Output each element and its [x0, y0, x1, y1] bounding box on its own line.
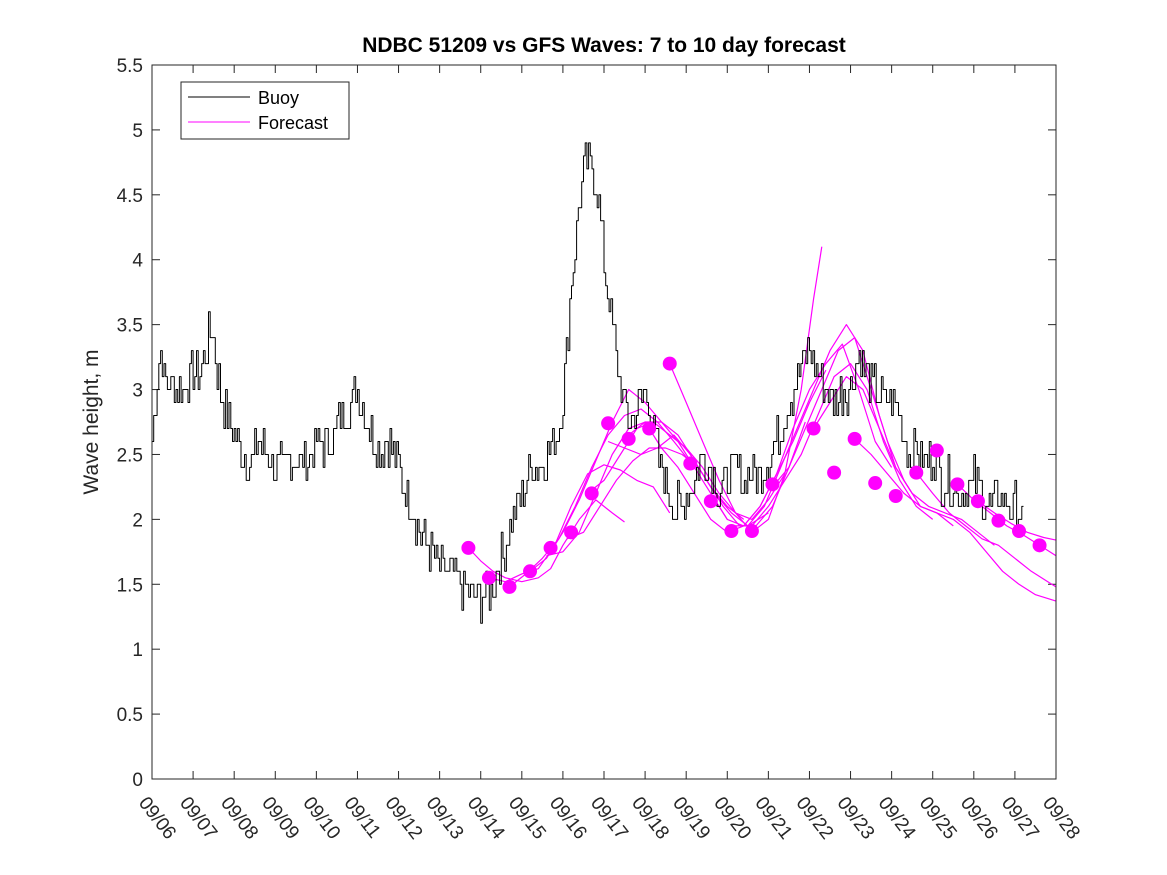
y-tick-label: 0.5: [117, 705, 143, 726]
forecast-marker: [868, 476, 883, 491]
forecast-marker: [1012, 524, 1027, 539]
forecast-marker: [744, 524, 759, 539]
forecast-line: [751, 363, 934, 527]
forecast-marker: [584, 486, 599, 501]
forecast-marker: [461, 540, 476, 555]
legend-label-forecast: Forecast: [258, 113, 328, 133]
y-tick-label: 3: [132, 381, 143, 402]
y-tick-label: 0: [132, 770, 143, 791]
legend-box: [180, 81, 350, 140]
forecast-marker: [765, 477, 780, 492]
forecast-marker: [970, 494, 985, 509]
legend-label-buoy: Buoy: [258, 88, 299, 108]
forecast-marker: [991, 513, 1006, 528]
forecast-marker: [929, 443, 944, 458]
forecast-marker: [642, 421, 657, 436]
y-tick-label: 5: [132, 121, 143, 142]
plot-frame: [151, 64, 1057, 780]
forecast-marker: [888, 488, 903, 503]
forecast-line: [488, 464, 671, 583]
legend: Buoy Forecast: [180, 81, 350, 140]
forecast-marker: [683, 456, 698, 471]
forecast-line: [813, 376, 995, 546]
buoy-line: [152, 142, 1024, 624]
y-tick-label: 1: [132, 640, 143, 661]
forecast-line: [566, 447, 769, 540]
forecast-line: [587, 421, 786, 521]
forecast-marker: [662, 356, 677, 371]
y-tick-label: 2.5: [117, 445, 143, 466]
forecast-line: [467, 499, 625, 583]
forecast-marker: [523, 564, 538, 579]
forecast-marker: [703, 494, 718, 509]
forecast-marker: [847, 431, 862, 446]
y-tick-label: 2: [132, 510, 143, 531]
forecast-marker: [564, 525, 579, 540]
forecast-marker: [909, 465, 924, 480]
y-tick-label: 4.5: [117, 186, 143, 207]
forecast-marker: [621, 431, 636, 446]
y-axis-ticks: 0 0.5 1 1.5 2 2.5 3 3.5 4 4.5 5 5.5: [117, 56, 1056, 791]
y-tick-label: 4: [132, 251, 143, 272]
forecast-marker: [827, 465, 842, 480]
y-axis-label: Wave height, m: [80, 349, 103, 494]
forecast-marker: [543, 540, 558, 555]
y-tick-label: 1.5: [117, 575, 143, 596]
forecast-marker: [724, 524, 739, 539]
forecast-marker: [481, 570, 496, 585]
chart-title: NDBC 51209 vs GFS Waves: 7 to 10 day for…: [362, 34, 846, 57]
y-tick-label: 5.5: [117, 56, 143, 77]
forecast-line: [710, 343, 893, 527]
forecast-marker: [806, 421, 821, 436]
forecast-marker: [601, 416, 616, 431]
forecast-marker: [502, 579, 517, 594]
forecast-marker: [1032, 538, 1047, 553]
series-layer: [152, 142, 1057, 624]
forecast-line: [854, 438, 1057, 602]
y-tick-label: 3.5: [117, 316, 143, 337]
forecast-marker: [950, 477, 965, 492]
